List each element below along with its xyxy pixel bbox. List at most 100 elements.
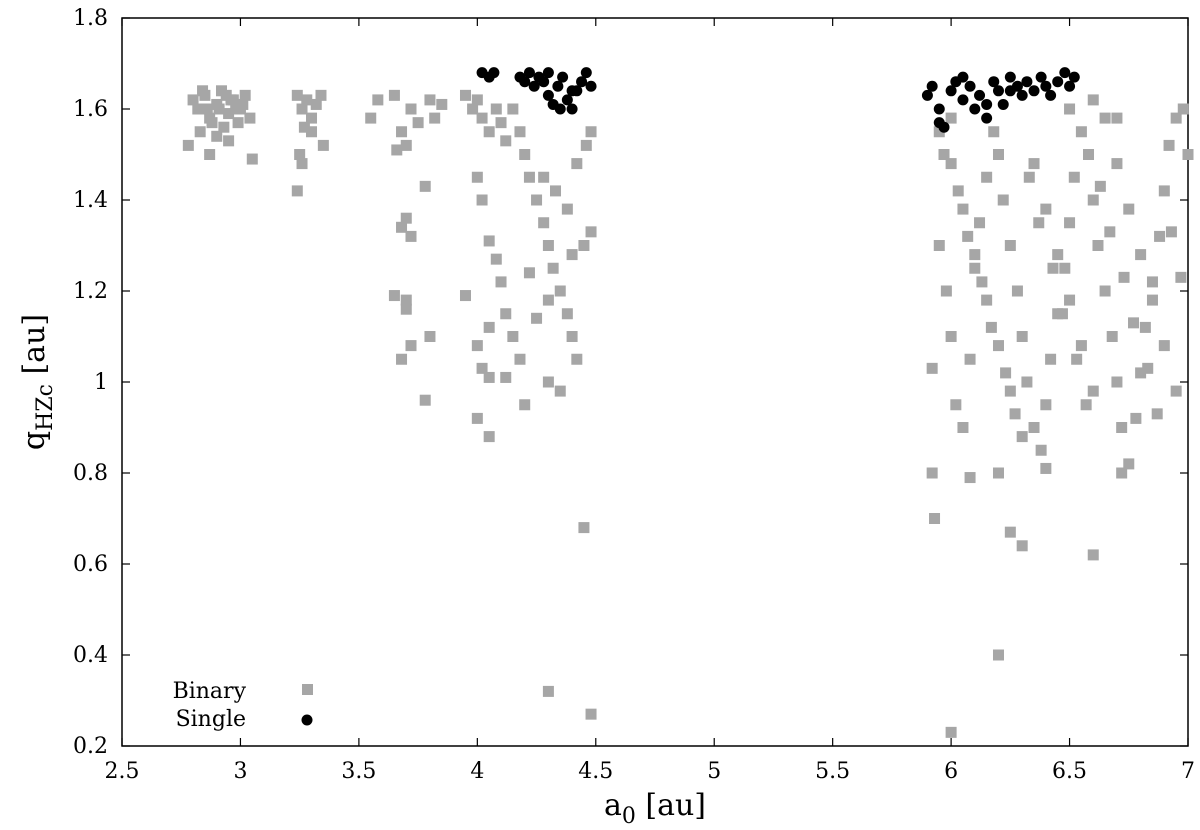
- binary-point: [483, 321, 495, 333]
- binary-point: [182, 139, 194, 151]
- binary-point: [547, 262, 559, 274]
- legend-label-binary: Binary: [173, 679, 247, 704]
- binary-point: [405, 230, 417, 242]
- x-tick-label: 5: [707, 759, 721, 784]
- binary-point: [1170, 385, 1182, 397]
- binary-point: [523, 267, 535, 279]
- binary-point: [1023, 171, 1035, 183]
- binary-point: [1094, 180, 1106, 192]
- binary-point: [1123, 458, 1135, 470]
- binary-point: [298, 121, 310, 133]
- binary-point: [561, 308, 573, 320]
- binary-point: [372, 94, 384, 106]
- binary-point: [232, 117, 244, 129]
- binary-point: [405, 103, 417, 115]
- binary-point: [938, 149, 950, 160]
- binary-point: [194, 126, 206, 138]
- binary-point: [239, 89, 251, 101]
- x-axis-title: a0 [au]: [604, 788, 706, 829]
- binary-point: [1099, 285, 1111, 297]
- single-point: [1040, 80, 1052, 92]
- binary-point: [926, 362, 938, 374]
- binary-point: [223, 135, 235, 147]
- binary-point: [1170, 112, 1182, 124]
- binary-point: [1040, 203, 1052, 215]
- single-point: [1004, 85, 1016, 97]
- binary-point: [296, 103, 308, 115]
- binary-point: [1123, 203, 1135, 215]
- single-point: [488, 67, 500, 79]
- binary-point: [929, 513, 941, 524]
- binary-point: [310, 98, 322, 110]
- binary-point: [523, 171, 535, 183]
- binary-point: [500, 371, 512, 383]
- single-point: [926, 80, 938, 92]
- binary-point: [542, 376, 554, 388]
- binary-point: [1111, 112, 1123, 124]
- single-point: [523, 67, 535, 79]
- binary-point: [459, 89, 471, 101]
- binary-point: [531, 312, 543, 324]
- binary-point: [1087, 385, 1099, 397]
- binary-point: [1165, 226, 1177, 238]
- binary-point: [1004, 385, 1016, 397]
- binary-point: [945, 112, 957, 124]
- binary-point: [997, 194, 1009, 206]
- single-point: [957, 71, 969, 83]
- binary-point: [483, 126, 495, 138]
- binary-point: [1071, 353, 1083, 365]
- y-tick-label: 1.6: [73, 97, 108, 122]
- binary-point: [471, 340, 483, 352]
- single-point: [554, 103, 566, 115]
- x-tick-label: 6.5: [1052, 759, 1087, 784]
- binary-point: [1052, 249, 1064, 261]
- single-point: [1028, 85, 1040, 97]
- single-point: [981, 98, 993, 110]
- single-point: [921, 89, 933, 101]
- binary-point: [197, 85, 209, 97]
- binary-point: [213, 103, 225, 115]
- binary-point: [1009, 408, 1021, 420]
- binary-point: [471, 171, 483, 183]
- binary-point: [981, 171, 993, 183]
- binary-point: [396, 221, 408, 233]
- x-tick-label: 3.5: [341, 759, 376, 784]
- binary-point: [1116, 422, 1128, 433]
- single-point: [566, 103, 578, 115]
- binary-point: [981, 294, 993, 306]
- binary-point: [1111, 158, 1123, 170]
- binary-point: [500, 135, 512, 147]
- binary-point: [1045, 353, 1057, 365]
- x-tick-label: 5.5: [815, 759, 850, 784]
- single-point: [519, 76, 531, 88]
- binary-point: [926, 467, 938, 479]
- legend-marker-binary: [302, 684, 313, 695]
- binary-point: [1158, 340, 1170, 352]
- legend-marker-single: [301, 714, 313, 726]
- binary-point: [476, 194, 488, 206]
- x-tick-label: 2.5: [105, 759, 140, 784]
- single-point: [992, 85, 1004, 97]
- binary-point: [933, 126, 945, 138]
- binary-point: [964, 472, 976, 484]
- binary-point: [495, 276, 507, 288]
- binary-point: [400, 294, 412, 306]
- x-tick-label: 4: [470, 759, 484, 784]
- binary-point: [500, 308, 512, 320]
- binary-point: [992, 149, 1004, 160]
- binary-point: [1099, 112, 1111, 124]
- binary-point: [957, 422, 969, 433]
- binary-point: [554, 285, 566, 297]
- binary-point: [1016, 540, 1028, 552]
- binary-point: [391, 144, 403, 156]
- binary-point: [490, 253, 502, 265]
- binary-point: [519, 149, 531, 160]
- binary-point: [1068, 171, 1080, 183]
- binary-point: [1130, 412, 1142, 424]
- binary-point: [237, 98, 249, 110]
- binary-point: [1064, 217, 1076, 229]
- single-point: [1064, 80, 1076, 92]
- binary-point: [1175, 271, 1187, 283]
- binary-point: [1035, 444, 1047, 456]
- binary-point: [964, 353, 976, 365]
